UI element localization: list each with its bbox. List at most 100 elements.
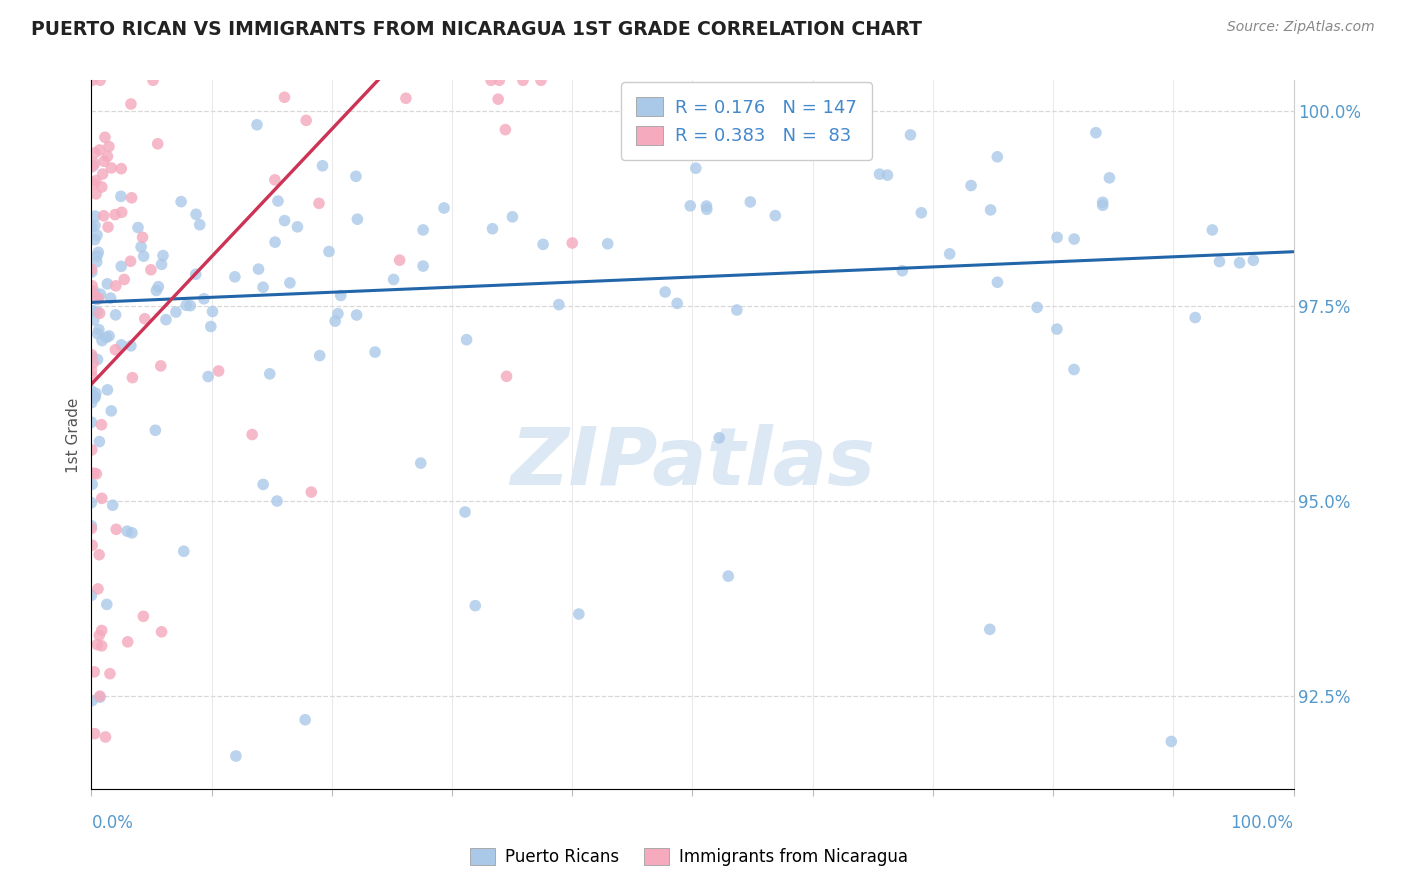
Point (1160, 734, 1182, 748)
Point (1208, 254, 1230, 268)
Point (104, 308, 127, 322)
Point (143, 423, 166, 437)
Point (200, 319, 222, 334)
Point (596, 236, 619, 251)
Y-axis label: 1st Grade: 1st Grade (66, 397, 82, 473)
Point (267, 194, 290, 208)
Point (412, 223, 434, 237)
Point (488, 73, 510, 87)
Point (308, 349, 330, 363)
Point (311, 159, 333, 173)
Point (263, 173, 285, 187)
Point (87, 292, 110, 306)
Point (295, 113, 318, 128)
Point (84, 174, 107, 188)
Point (479, 73, 502, 87)
Point (876, 168, 898, 182)
Point (1201, 223, 1223, 237)
Point (654, 285, 676, 299)
Point (173, 544, 195, 558)
Point (139, 262, 162, 277)
Point (82, 693, 104, 707)
Point (709, 431, 731, 445)
Point (740, 194, 762, 209)
Point (104, 343, 127, 357)
Point (494, 122, 516, 136)
Point (83, 177, 105, 191)
Point (98, 666, 121, 681)
Point (84, 209, 107, 223)
Point (184, 207, 207, 221)
Point (80, 415, 103, 429)
Point (547, 298, 569, 312)
Point (486, 92, 509, 106)
Point (86, 638, 108, 652)
Point (224, 269, 246, 284)
Point (84, 289, 107, 303)
Point (86, 305, 108, 319)
Point (83, 285, 105, 299)
Point (264, 235, 287, 249)
Point (207, 364, 229, 378)
Point (84, 219, 107, 233)
Point (142, 73, 165, 87)
Point (100, 404, 122, 418)
Point (96, 149, 118, 163)
Legend: Puerto Ricans, Immigrants from Nicaragua: Puerto Ricans, Immigrants from Nicaragua (463, 841, 915, 873)
Point (101, 498, 124, 512)
Point (86, 352, 108, 367)
Point (80, 519, 103, 533)
Point (512, 73, 534, 87)
Point (1063, 232, 1085, 246)
Point (86, 228, 108, 243)
Point (80, 262, 103, 277)
Point (111, 205, 134, 219)
Point (346, 308, 368, 322)
Point (97, 139, 120, 153)
Text: 0.0%: 0.0% (91, 814, 134, 831)
Point (273, 213, 295, 227)
Point (80, 348, 103, 362)
Point (93, 154, 115, 169)
Point (240, 427, 263, 442)
Point (1184, 310, 1206, 325)
Point (152, 249, 174, 263)
Point (409, 456, 432, 470)
Point (83, 156, 105, 170)
Point (464, 599, 486, 613)
Point (246, 118, 269, 132)
Point (120, 339, 142, 353)
Point (82, 303, 104, 318)
Point (83, 233, 105, 247)
Point (134, 311, 156, 326)
Point (86, 255, 108, 269)
Point (96, 383, 118, 397)
Point (112, 272, 135, 286)
Point (90, 180, 112, 194)
Point (454, 505, 477, 519)
Point (531, 237, 554, 252)
Legend: R = 0.176   N = 147, R = 0.383   N =  83: R = 0.176 N = 147, R = 0.383 N = 83 (621, 82, 872, 160)
Point (97, 220, 120, 235)
Point (1084, 126, 1107, 140)
Point (80, 368, 103, 383)
Point (695, 199, 717, 213)
Point (763, 209, 786, 223)
Point (1026, 301, 1049, 315)
Point (83, 145, 105, 160)
Point (456, 333, 478, 347)
Point (82, 477, 104, 491)
Point (110, 260, 132, 274)
Point (90, 624, 112, 638)
Point (481, 221, 503, 235)
Point (184, 267, 207, 281)
Point (83, 665, 105, 679)
Point (91, 167, 114, 181)
Point (82, 278, 104, 293)
Point (90, 639, 112, 653)
Point (299, 485, 322, 500)
Point (294, 713, 316, 727)
Point (94, 130, 117, 145)
Point (891, 264, 914, 278)
Point (986, 275, 1008, 289)
